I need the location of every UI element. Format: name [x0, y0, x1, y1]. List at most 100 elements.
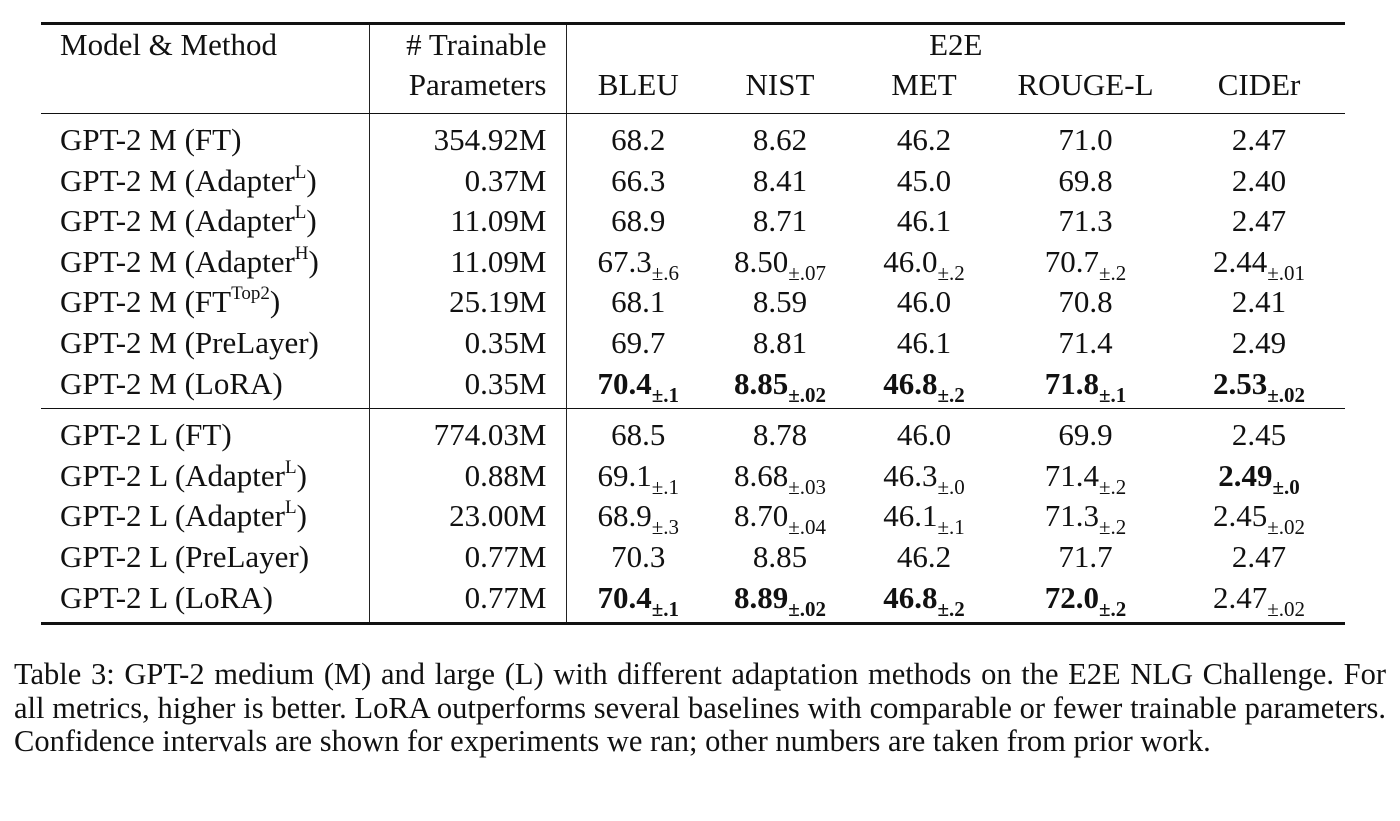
metric-value: 68.2 [611, 122, 666, 157]
metric-cell-rouge-l: 71.3 [998, 201, 1173, 242]
metric-cell-nist: 8.85 [710, 537, 850, 578]
metric-value: 2.47 [1231, 122, 1287, 157]
metric-value: 46.0 [896, 284, 952, 320]
model-method-cell: GPT-2 M (FT) [41, 114, 369, 161]
method-superscript: H [294, 242, 309, 264]
metric-value: 46.0 [883, 243, 938, 279]
table-row: GPT-2 M (LoRA) 0.35M 70.4±.1 8.85±.02 46.8±.… [41, 363, 1345, 409]
trainable-params-cell: 0.77M [368, 577, 567, 626]
confidence-interval: ±.2 [1098, 474, 1127, 499]
confidence-interval: ±.1 [651, 382, 680, 407]
metric-value: 68.9 [597, 498, 652, 534]
metric-value: 71.4 [1044, 457, 1099, 493]
metric-cell-bleu: 68.2 [566, 114, 710, 161]
model-name: GPT-2 M (FT) [60, 122, 242, 157]
model-name: GPT-2 M (PreLayer) [60, 324, 319, 360]
metric-cell-bleu: 70.3 [566, 537, 710, 578]
table-row: GPT-2 L (LoRA) 0.77M 70.4±.1 8.89±.02 46.8±.… [41, 577, 1346, 626]
metric-value: 2.41 [1231, 284, 1287, 320]
table-row: GPT-2 M (PreLayer) 0.35M 69.7 8.81 46.1 71.4 2… [41, 322, 1345, 364]
metric-value: 46.3 [883, 457, 938, 493]
metric-cell-nist: 8.41 [710, 161, 850, 202]
model-name: GPT-2 M (Adapter [60, 203, 295, 239]
metric-cell-met: 45.0 [850, 161, 998, 202]
metric-cell-rouge-l: 71.4 [998, 323, 1173, 364]
confidence-interval: ±.02 [1267, 596, 1306, 621]
metric-cell-nist: 8.70±.04 [710, 496, 850, 538]
metric-cell-rouge-l: 70.8 [998, 282, 1173, 323]
metric-value: 2.44 [1213, 243, 1268, 279]
metric-value: 69.8 [1058, 162, 1113, 198]
metric-cell-cider: 2.45±.02 [1173, 496, 1345, 538]
table-row: GPT-2 L (AdapterL) 23.00M 68.9±.3 8.70±.04 4… [41, 496, 1345, 540]
metric-cell-nist: 8.59 [710, 282, 850, 323]
confidence-interval: ±.2 [1098, 260, 1127, 285]
table-row: GPT-2 M (FTTop2) 25.19M 68.1 8.59 46.0 70.8 2.… [41, 282, 1345, 323]
metric-cell-bleu: 70.4±.1 [566, 577, 710, 626]
metric-value: 67.3 [597, 243, 652, 279]
method-superscript: L [285, 456, 297, 478]
metric-cell-cider: 2.49±.0 [1173, 456, 1345, 499]
confidence-interval: ±.0 [1272, 474, 1300, 499]
metric-value: 46.1 [896, 324, 952, 360]
trainable-params-cell: 11.09M [368, 201, 567, 242]
metric-value: 68.1 [611, 284, 666, 320]
metric-value: 2.40 [1231, 162, 1287, 198]
metric-value: 71.3 [1058, 203, 1113, 239]
metric-value: 70.4 [597, 579, 652, 615]
header-model-method: Model & Method [41, 22, 369, 65]
model-method-cell: GPT-2 L (PreLayer) [41, 537, 369, 578]
metric-value: 68.9 [611, 203, 666, 239]
model-method-cell: GPT-2 M (AdapterL) [41, 161, 369, 202]
model-name: GPT-2 M (Adapter [60, 162, 295, 198]
metric-value: 70.7 [1044, 243, 1099, 279]
metric-cell-cider: 2.40 [1173, 161, 1345, 202]
model-name: GPT-2 L (FT) [60, 417, 232, 453]
table-group-gpt2-large: GPT-2 L (FT) 774.03M 68.5 8.78 46.0 69.9 2.45 G… [41, 408, 1346, 626]
model-name: GPT-2 L (LoRA) [60, 579, 273, 615]
model-method-cell: GPT-2 L (FT) [41, 408, 369, 456]
metric-cell-cider: 2.47±.02 [1173, 577, 1346, 626]
confidence-interval: ±.1 [937, 515, 965, 540]
trainable-params-cell: 0.35M [368, 322, 567, 364]
metric-cell-rouge-l: 71.3±.2 [998, 496, 1173, 538]
metric-cell-met: 46.8±.2 [850, 577, 998, 626]
metric-cell-met: 46.0±.2 [850, 242, 998, 284]
metric-value: 72.0 [1044, 579, 1099, 615]
metric-cell-met: 46.8±.2 [850, 364, 998, 409]
metric-value: 71.0 [1058, 122, 1113, 157]
model-name-suffix: ) [308, 243, 319, 279]
metric-cell-cider: 2.47 [1173, 114, 1345, 161]
metric-value: 8.89 [733, 579, 789, 615]
confidence-interval: ±.02 [1267, 382, 1306, 407]
metric-value: 70.3 [611, 538, 666, 574]
results-table: Model & Method # Trainable E2E Parameter… [41, 22, 1346, 626]
metric-cell-cider: 2.53±.02 [1173, 364, 1345, 409]
confidence-interval: ±.02 [788, 596, 827, 621]
table-row: GPT-2 M (FT) 354.92M 68.2 8.62 46.2 71.0 2.47 [41, 113, 1345, 161]
confidence-interval: ±.0 [937, 474, 965, 499]
model-name: GPT-2 L (PreLayer) [60, 538, 310, 574]
trainable-params-cell: 0.37M [368, 160, 567, 202]
metric-cell-rouge-l: 71.0 [998, 114, 1173, 161]
metric-value: 71.8 [1044, 365, 1099, 401]
metric-cell-met: 46.1±.1 [850, 496, 998, 540]
model-name: GPT-2 M (LoRA) [60, 365, 283, 401]
model-method-cell: GPT-2 M (FTTop2) [41, 282, 369, 323]
metric-value: 8.78 [752, 417, 808, 453]
metric-cell-rouge-l: 69.8 [998, 161, 1173, 202]
confidence-interval: ±.1 [1098, 382, 1127, 407]
metric-value: 8.85 [752, 538, 808, 574]
metric-cell-met: 46.3±.0 [850, 456, 998, 499]
model-name: GPT-2 M (FT [60, 284, 232, 320]
header-e2e-group: E2E [566, 22, 1346, 65]
metric-cell-met: 46.2 [850, 114, 998, 161]
header-metric-nist: NIST [710, 65, 850, 114]
metric-value: 70.8 [1058, 284, 1113, 320]
trainable-params-cell: 0.35M [368, 363, 567, 409]
metric-value: 8.59 [752, 284, 808, 320]
header-metric-met: MET [850, 65, 998, 114]
model-name-suffix: ) [306, 203, 317, 239]
method-superscript: Top2 [231, 283, 270, 305]
metric-value: 46.8 [883, 365, 938, 401]
